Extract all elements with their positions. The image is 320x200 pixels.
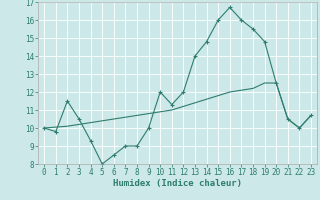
X-axis label: Humidex (Indice chaleur): Humidex (Indice chaleur) (113, 179, 242, 188)
